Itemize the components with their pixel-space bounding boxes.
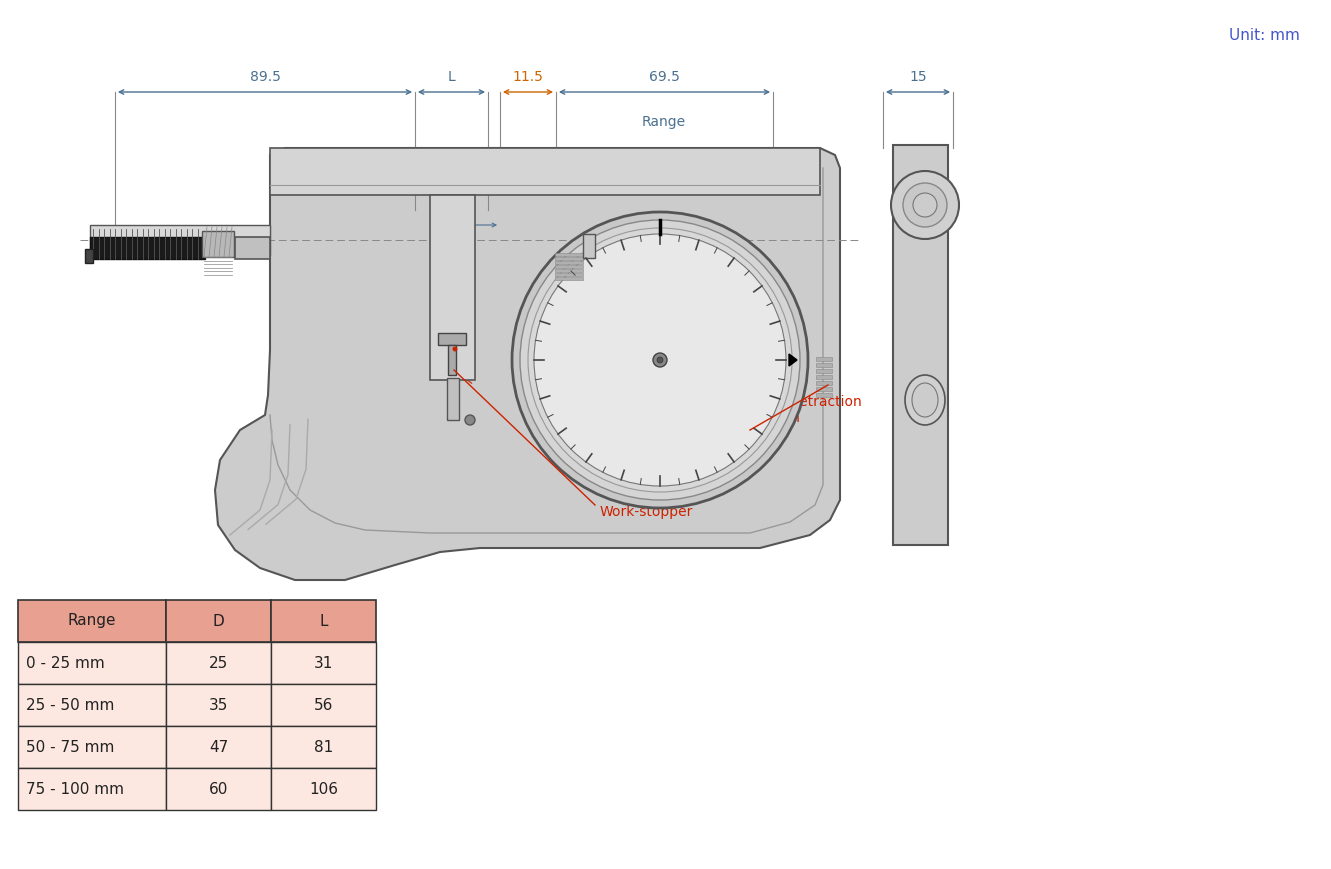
Text: L: L (319, 614, 327, 628)
Circle shape (902, 183, 946, 227)
Text: Range: Range (642, 115, 685, 129)
Circle shape (534, 234, 787, 486)
Text: Range: Range (68, 614, 116, 628)
Bar (555, 261, 583, 264)
Ellipse shape (912, 383, 938, 417)
Circle shape (913, 193, 937, 217)
Text: 25: 25 (209, 655, 228, 671)
Text: L: L (447, 70, 455, 84)
Text: Anvil retraction
button: Anvil retraction button (755, 395, 861, 425)
Bar (816, 375, 832, 379)
Bar (272, 600, 375, 642)
Text: 25 - 50 mm: 25 - 50 mm (27, 698, 114, 713)
Bar (555, 269, 583, 272)
Text: 47: 47 (209, 740, 228, 754)
Bar (447, 378, 459, 420)
Bar (19, 684, 166, 726)
Circle shape (658, 357, 663, 363)
Text: 106: 106 (309, 781, 338, 797)
Bar (202, 231, 234, 257)
Bar (272, 642, 375, 684)
Bar (555, 273, 583, 276)
Polygon shape (216, 148, 840, 580)
Circle shape (528, 228, 792, 492)
Text: 35: 35 (209, 698, 228, 713)
Bar (166, 600, 272, 642)
Bar (272, 768, 375, 810)
Bar (166, 642, 272, 684)
Text: 15: 15 (909, 70, 926, 84)
Bar (449, 345, 457, 375)
Bar (893, 145, 948, 545)
Bar (438, 333, 466, 345)
Bar (816, 357, 832, 361)
Text: Work-stopper: Work-stopper (600, 505, 693, 519)
Circle shape (465, 415, 475, 425)
Text: 31: 31 (314, 655, 333, 671)
Bar (272, 726, 375, 768)
Bar (19, 642, 166, 684)
Circle shape (890, 171, 960, 239)
Ellipse shape (905, 375, 945, 425)
Bar (85, 249, 93, 263)
Bar (236, 237, 270, 259)
Bar (272, 684, 375, 726)
Bar (555, 253, 583, 256)
Bar (270, 148, 820, 195)
Text: 50 - 75 mm: 50 - 75 mm (27, 740, 114, 754)
Bar (555, 277, 583, 280)
Bar (19, 768, 166, 810)
Text: 11.5: 11.5 (512, 70, 543, 84)
Bar (816, 393, 832, 397)
Bar (166, 726, 272, 768)
Text: ø10.8: ø10.8 (433, 203, 446, 239)
Bar (583, 234, 595, 258)
Bar (19, 600, 166, 642)
Bar (555, 257, 583, 260)
Bar (166, 768, 272, 810)
Bar (816, 381, 832, 385)
Bar (91, 225, 270, 255)
Text: 56: 56 (314, 698, 333, 713)
Bar (816, 387, 832, 391)
Bar (816, 369, 832, 373)
Text: 60: 60 (209, 781, 228, 797)
Text: 69.5: 69.5 (650, 70, 680, 84)
Text: Unit: mm: Unit: mm (1229, 28, 1300, 43)
Text: 0 - 25 mm: 0 - 25 mm (27, 655, 105, 671)
Bar (555, 265, 583, 268)
Text: D: D (213, 614, 225, 628)
Text: D: D (450, 322, 461, 337)
Text: 81: 81 (314, 740, 333, 754)
Circle shape (520, 220, 800, 500)
Bar (19, 726, 166, 768)
Circle shape (654, 353, 667, 367)
Text: 75 - 100 mm: 75 - 100 mm (27, 781, 124, 797)
Circle shape (512, 212, 808, 508)
Circle shape (453, 347, 458, 351)
Polygon shape (789, 354, 797, 366)
Bar (166, 684, 272, 726)
Bar (816, 363, 832, 367)
Bar (430, 195, 475, 380)
Bar (91, 237, 205, 259)
Text: 89.5: 89.5 (250, 70, 281, 84)
